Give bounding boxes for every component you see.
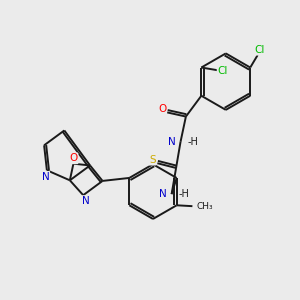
Text: O: O <box>69 153 77 163</box>
Text: N: N <box>41 172 49 182</box>
Text: O: O <box>158 104 166 114</box>
Text: N: N <box>159 189 167 199</box>
Text: N: N <box>168 137 176 147</box>
Text: N: N <box>82 196 89 206</box>
Text: Cl: Cl <box>254 45 264 55</box>
Text: CH₃: CH₃ <box>196 202 213 211</box>
Text: Cl: Cl <box>218 66 228 76</box>
Text: -H: -H <box>187 137 198 147</box>
Text: S: S <box>149 155 156 165</box>
Text: -H: -H <box>178 189 189 199</box>
